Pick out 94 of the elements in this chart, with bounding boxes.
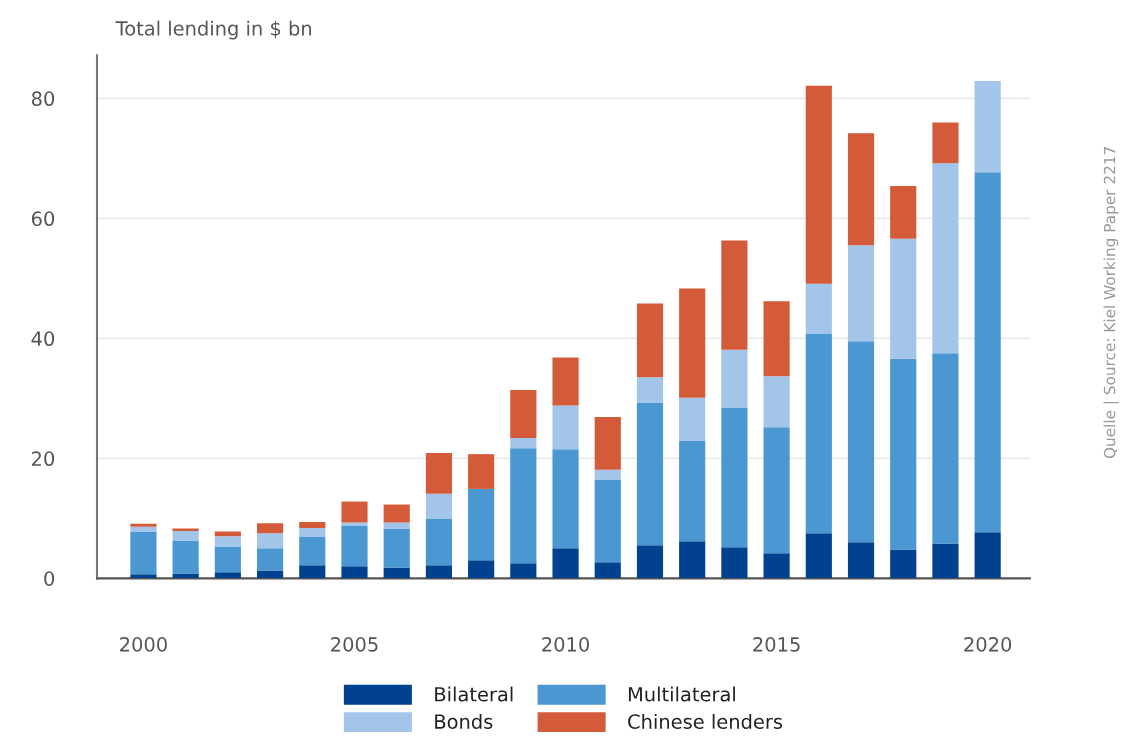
bar <box>383 504 410 523</box>
bar <box>510 563 537 579</box>
bar <box>679 288 706 398</box>
bar <box>341 525 368 567</box>
bar <box>552 548 579 579</box>
bar <box>383 567 410 579</box>
x-tick-label: 2000 <box>120 637 167 652</box>
bar <box>679 440 706 542</box>
bar <box>130 526 157 532</box>
bar <box>721 349 748 408</box>
bar <box>299 527 326 537</box>
x-tick-label: 2010 <box>542 637 589 652</box>
bar <box>932 122 959 164</box>
y-tick-label: 0 <box>44 571 55 586</box>
bar <box>721 407 748 548</box>
bar <box>721 547 748 579</box>
bar <box>721 240 748 350</box>
bar <box>510 448 537 564</box>
bar <box>425 518 452 566</box>
bar <box>299 565 326 579</box>
legend-label: Bilateral <box>435 686 513 702</box>
bar <box>468 454 495 489</box>
bar <box>468 560 495 579</box>
bar <box>890 185 917 239</box>
bar <box>172 530 199 541</box>
legend-label: Chinese lenders <box>628 713 783 729</box>
bar <box>932 353 959 544</box>
bar <box>256 533 284 549</box>
legend-label: Multilateral <box>628 686 735 702</box>
bar <box>510 389 537 438</box>
bar <box>636 377 664 403</box>
y-axis-title: Total lending in $ bn <box>115 20 312 40</box>
bar <box>341 501 368 523</box>
bar <box>974 172 1001 533</box>
bar <box>172 540 199 574</box>
bar <box>552 405 579 450</box>
bar <box>256 523 284 534</box>
bar <box>890 238 917 359</box>
bar <box>425 452 452 494</box>
bar <box>383 528 410 568</box>
bar <box>552 357 579 406</box>
bar <box>383 522 410 529</box>
legend-label: Bonds <box>435 713 493 729</box>
bar <box>974 80 1001 173</box>
bar <box>932 543 959 579</box>
x-tick-label: 2020 <box>964 637 1012 652</box>
bar <box>594 562 621 579</box>
bar <box>805 85 832 284</box>
bar <box>932 163 959 354</box>
bar <box>763 427 790 554</box>
bar <box>341 522 368 526</box>
bar <box>130 523 157 527</box>
y-tick-label: 20 <box>32 451 55 467</box>
bar <box>805 283 832 334</box>
bar <box>214 546 241 573</box>
source-note: Quelle | Source: Kiel Working Paper 2217 <box>1103 147 1119 459</box>
bar <box>763 301 790 377</box>
bar <box>468 488 495 561</box>
y-tick-label: 40 <box>31 331 55 347</box>
bar <box>679 397 706 441</box>
bar <box>847 133 875 246</box>
bar <box>890 358 917 550</box>
y-tick-label: 80 <box>31 91 55 107</box>
bar <box>847 542 875 579</box>
bar <box>890 549 917 579</box>
bar <box>130 574 157 579</box>
bar <box>594 479 621 563</box>
bar <box>256 548 284 571</box>
y-tick-label: 60 <box>31 211 55 227</box>
x-tick-label: 2005 <box>331 637 378 652</box>
bar <box>763 553 790 579</box>
bar <box>594 469 621 480</box>
bar <box>299 521 326 528</box>
bar <box>847 245 875 342</box>
bar <box>763 376 790 428</box>
bar <box>679 541 706 579</box>
bar <box>636 545 664 579</box>
bar <box>974 532 1001 579</box>
bar <box>552 449 579 549</box>
bar <box>805 333 832 534</box>
bar <box>594 416 621 470</box>
bar <box>214 572 241 579</box>
bar <box>636 303 664 378</box>
bar <box>341 566 368 579</box>
bar <box>636 402 664 546</box>
bar <box>130 531 157 575</box>
bar <box>425 493 452 519</box>
bar <box>299 536 326 566</box>
bar <box>805 533 832 579</box>
bar <box>847 341 875 543</box>
bar <box>425 565 452 579</box>
bar <box>510 437 537 449</box>
bar <box>214 536 241 547</box>
x-tick-label: 2015 <box>753 637 800 652</box>
